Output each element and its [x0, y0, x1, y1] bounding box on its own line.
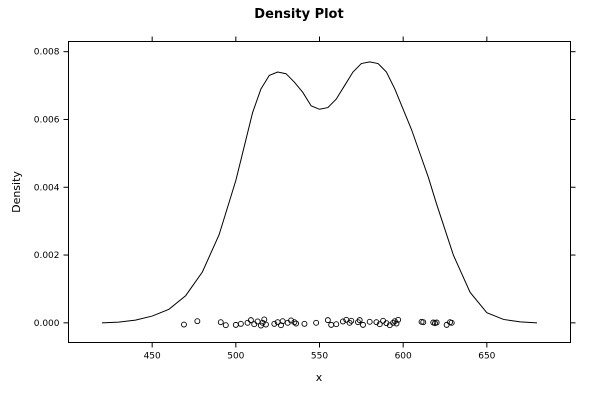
rug-point [301, 320, 308, 327]
y-tick-label: 0.000 [34, 319, 60, 329]
rug-point [237, 320, 244, 327]
rug-point [261, 316, 268, 323]
rug-point [313, 319, 320, 326]
rug-point [271, 320, 278, 327]
x-axis-label: x [316, 371, 323, 384]
chart-title: Density Plot [254, 7, 343, 22]
rug-point [420, 319, 427, 326]
rug-point [251, 321, 258, 328]
rug-point [356, 317, 363, 324]
rug-points [181, 316, 455, 329]
x-tick-label: 550 [311, 352, 328, 362]
x-tick-label: 500 [227, 352, 244, 362]
plot-frame [68, 41, 571, 343]
y-tick-label: 0.006 [34, 115, 60, 125]
y-tick-label: 0.004 [34, 183, 60, 193]
rug-point [217, 319, 224, 326]
x-axis: 450 500 550 600 650 [144, 36, 496, 362]
rug-point [448, 319, 455, 326]
rug-point [390, 319, 397, 326]
rug-point [194, 318, 201, 325]
x-tick-label: 450 [144, 352, 161, 362]
rug-point [328, 321, 335, 328]
x-tick-label: 650 [478, 352, 495, 362]
y-axis-label: Density [10, 171, 23, 213]
rug-point [232, 321, 239, 328]
rug-point [293, 320, 300, 327]
rug-point [433, 319, 440, 326]
rug-point [395, 316, 402, 323]
rug-point [259, 319, 266, 326]
rug-point [181, 321, 187, 328]
rug-point [222, 322, 229, 329]
rug-point [324, 317, 331, 324]
rug-point [339, 318, 346, 325]
density-curve [101, 61, 538, 324]
rug-point [263, 321, 269, 328]
rug-point [279, 318, 286, 325]
rug-point [360, 321, 366, 328]
rug-point [244, 319, 251, 326]
rug-point [393, 320, 400, 327]
x-tick-label: 600 [395, 352, 412, 362]
y-tick-label: 0.002 [34, 251, 60, 261]
rug-point [376, 321, 383, 328]
y-tick-label: 0.008 [34, 48, 60, 58]
rug-point [366, 318, 373, 325]
rug-point [247, 317, 254, 324]
rug-point [333, 321, 340, 328]
rug-point [288, 317, 294, 324]
y-axis: 0.000 0.002 0.004 0.006 0.008 [34, 48, 576, 329]
rug-point [348, 317, 355, 324]
rug-point [291, 319, 298, 326]
rug-point [443, 321, 450, 328]
